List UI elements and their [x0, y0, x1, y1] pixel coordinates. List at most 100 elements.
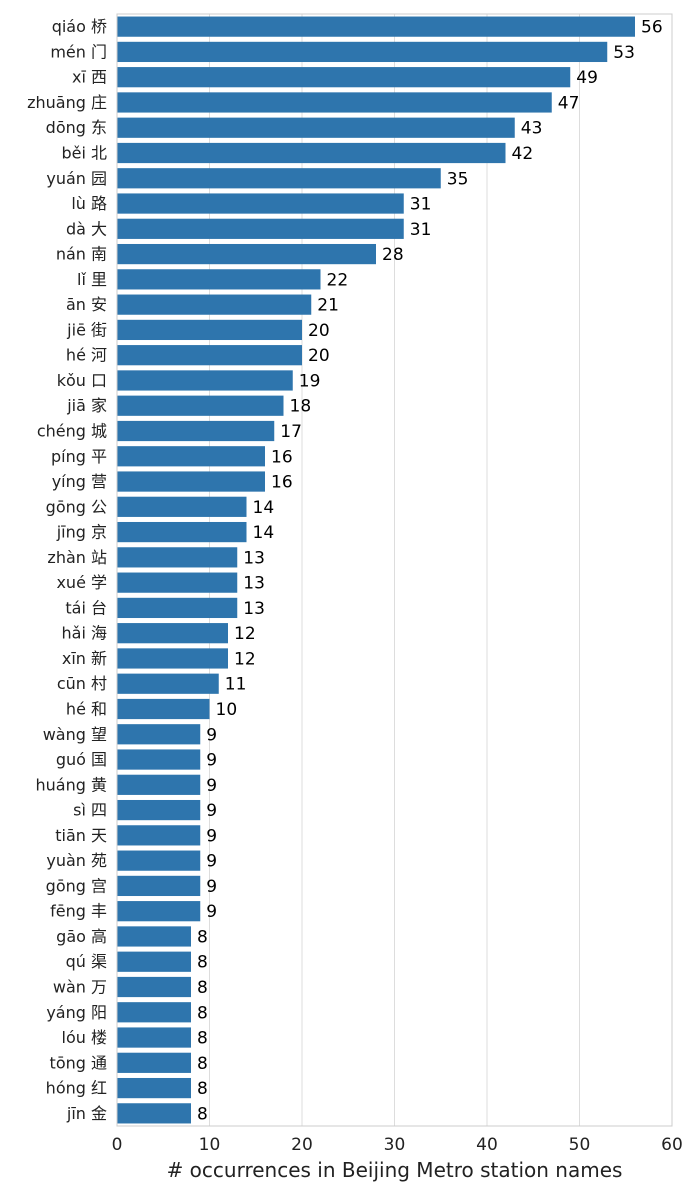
bar [117, 976, 191, 998]
bar [117, 547, 238, 568]
bar [117, 597, 238, 619]
bar-value-label: 13 [243, 548, 265, 568]
bar-value-label: 8 [197, 1054, 208, 1074]
bar [117, 67, 571, 88]
bar [117, 1052, 191, 1073]
bar [117, 420, 275, 442]
bar [117, 370, 293, 391]
bar-value-label: 47 [558, 93, 580, 113]
category-label: hóng 红 [46, 1079, 107, 1098]
category-label: jīn 金 [66, 1104, 107, 1123]
category-label: wàn 万 [53, 978, 107, 997]
bar-value-label: 8 [197, 1104, 208, 1124]
category-label: hé 河 [66, 346, 107, 365]
bar-value-label: 8 [197, 1079, 208, 1099]
bar-value-label: 9 [206, 877, 217, 897]
bar [117, 648, 228, 669]
category-label: qiáo 桥 [52, 17, 107, 36]
bar-value-label: 14 [253, 523, 275, 543]
bar [117, 774, 201, 795]
category-label: tiān 天 [55, 826, 107, 845]
bar-value-label: 11 [225, 675, 247, 695]
bar-value-label: 9 [206, 751, 217, 771]
category-label: yáng 阳 [46, 1003, 107, 1022]
bar-value-label: 49 [576, 68, 598, 88]
category-label: lóu 楼 [62, 1028, 107, 1047]
category-label: wàng 望 [43, 725, 107, 744]
bar-value-label: 18 [290, 397, 312, 417]
category-label: běi 北 [61, 144, 107, 163]
category-label: jīng 京 [56, 523, 107, 542]
category-label: qú 渠 [66, 952, 107, 971]
bar-value-label: 28 [382, 245, 404, 265]
bar [117, 319, 302, 341]
bar [117, 168, 441, 189]
bar-value-label: 31 [410, 195, 432, 215]
x-tick-label: 10 [199, 1135, 221, 1155]
category-label: tōng 通 [50, 1053, 107, 1072]
category-label: guó 国 [56, 750, 107, 769]
category-label: zhuāng 庄 [27, 93, 107, 112]
bar [117, 496, 247, 517]
bar-value-label: 12 [234, 624, 256, 644]
bar [117, 395, 284, 416]
category-label: zhàn 站 [47, 548, 107, 567]
bar [117, 698, 210, 720]
category-label: píng 平 [51, 447, 107, 466]
bar [117, 471, 265, 492]
category-label: dà 大 [66, 219, 107, 238]
category-label: gāo 高 [56, 927, 107, 946]
bars [117, 16, 635, 1124]
bar-value-label: 22 [327, 270, 349, 290]
x-axis-title: # occurrences in Beijing Metro station n… [167, 1158, 623, 1182]
bar-value-label: 16 [271, 473, 293, 493]
bar-value-label: 12 [234, 649, 256, 669]
bar [117, 294, 312, 315]
category-labels: qiáo 桥 mén 门 xī 西 zhuāng 庄 dōng 东 běi 北 yuán 园… [27, 17, 107, 1123]
bar [117, 799, 201, 821]
bar [117, 1002, 191, 1023]
category-label: mén 门 [50, 42, 107, 61]
category-label: hé 和 [66, 700, 107, 719]
bar-value-label: 8 [197, 927, 208, 947]
category-label: gōng 公 [46, 497, 107, 516]
category-label: xué 学 [56, 573, 107, 592]
bar-value-label: 8 [197, 1029, 208, 1049]
bar [117, 926, 191, 947]
x-tick-label: 0 [112, 1135, 123, 1155]
category-label: yuàn 苑 [46, 851, 107, 870]
bar [117, 1077, 191, 1099]
bar-value-label: 21 [317, 296, 339, 316]
category-label: sì 四 [73, 801, 107, 820]
bar [117, 673, 219, 694]
bar-value-label: 19 [299, 371, 321, 391]
x-tick-label: 50 [569, 1135, 591, 1155]
bar-value-label: 20 [308, 321, 330, 341]
category-label: lù 路 [71, 194, 107, 213]
category-label: jiā 家 [66, 396, 107, 415]
bar [117, 825, 201, 846]
bar-value-label: 20 [308, 346, 330, 366]
bar [117, 117, 515, 138]
bar-value-label: 10 [216, 700, 238, 720]
category-label: nán 南 [56, 245, 107, 264]
bar-value-label: 9 [206, 776, 217, 796]
category-label: xī 西 [72, 68, 107, 87]
bar [117, 724, 201, 745]
bar [117, 749, 201, 770]
bar [117, 850, 201, 871]
category-label: dōng 东 [46, 118, 107, 137]
x-tick-label: 40 [476, 1135, 498, 1155]
value-labels: 56 53 49 47 43 42 35 31 31 28 22 21 20 20 19 18 17 16 16 14… [197, 18, 663, 1125]
bar-value-label: 31 [410, 220, 432, 240]
bar [117, 951, 191, 972]
bar [117, 1103, 191, 1124]
bar-value-label: 9 [206, 852, 217, 872]
bar [117, 521, 247, 543]
bar [117, 901, 201, 922]
bar-value-label: 13 [243, 599, 265, 619]
bar-value-label: 16 [271, 447, 293, 467]
bar [117, 243, 376, 265]
bar [117, 142, 506, 164]
category-label: xīn 新 [62, 649, 107, 668]
